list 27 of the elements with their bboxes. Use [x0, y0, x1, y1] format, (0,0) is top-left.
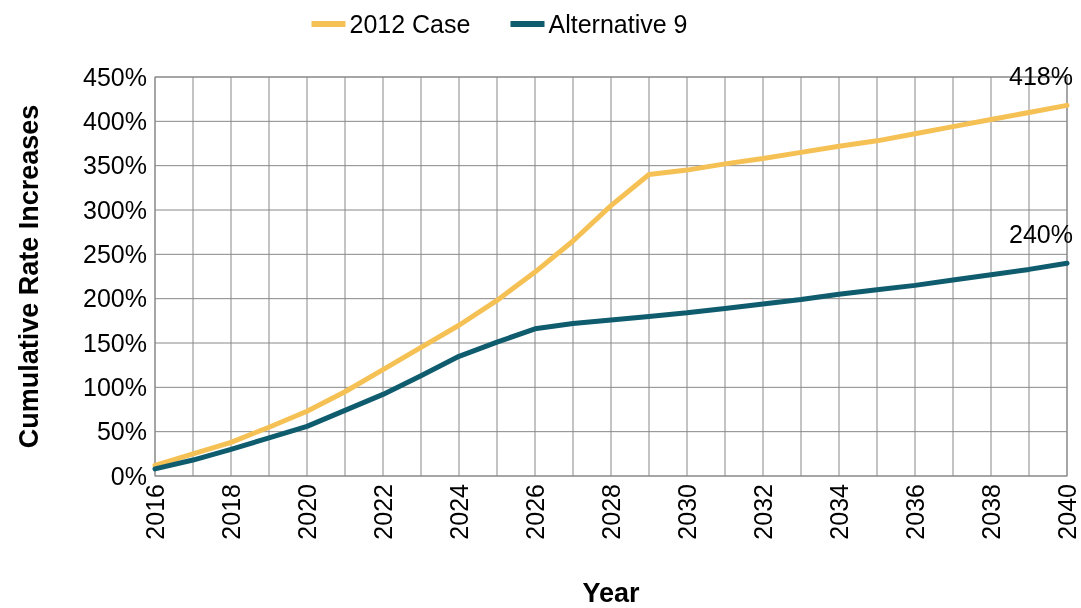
y-axis-title: Cumulative Rate Increases: [14, 104, 44, 449]
y-tick-label: 400%: [83, 107, 147, 136]
x-tick-label: 2034: [824, 483, 853, 540]
x-tick-label: 2026: [520, 484, 549, 540]
legend-label: 2012 Case: [349, 9, 471, 38]
x-tick-label: 2040: [1052, 484, 1081, 540]
x-tick-label: 2018: [216, 484, 245, 540]
x-tick-label: 2036: [900, 484, 929, 540]
y-tick-label: 200%: [83, 284, 147, 313]
x-tick-label: 2022: [368, 484, 397, 540]
y-tick-label: 150%: [83, 328, 147, 357]
y-tick-label: 250%: [83, 240, 147, 269]
x-axis-title: Year: [582, 578, 641, 608]
x-tick-label: 2028: [596, 484, 625, 540]
legend-label: Alternative 9: [548, 9, 688, 38]
y-tick-label: 350%: [83, 151, 147, 180]
y-tick-label: 50%: [96, 417, 147, 446]
x-tick-label: 2024: [444, 483, 473, 540]
y-tick-label: 100%: [83, 373, 147, 402]
y-tick-label: 300%: [83, 195, 147, 224]
x-tick-label: 2032: [748, 484, 777, 540]
annotation: 418%: [1009, 62, 1073, 91]
x-tick-label: 2020: [292, 484, 321, 540]
annotation: 240%: [1009, 220, 1073, 249]
y-tick-label: 450%: [83, 62, 147, 91]
x-tick-label: 2038: [976, 484, 1005, 540]
x-tick-label: 2030: [672, 484, 701, 540]
